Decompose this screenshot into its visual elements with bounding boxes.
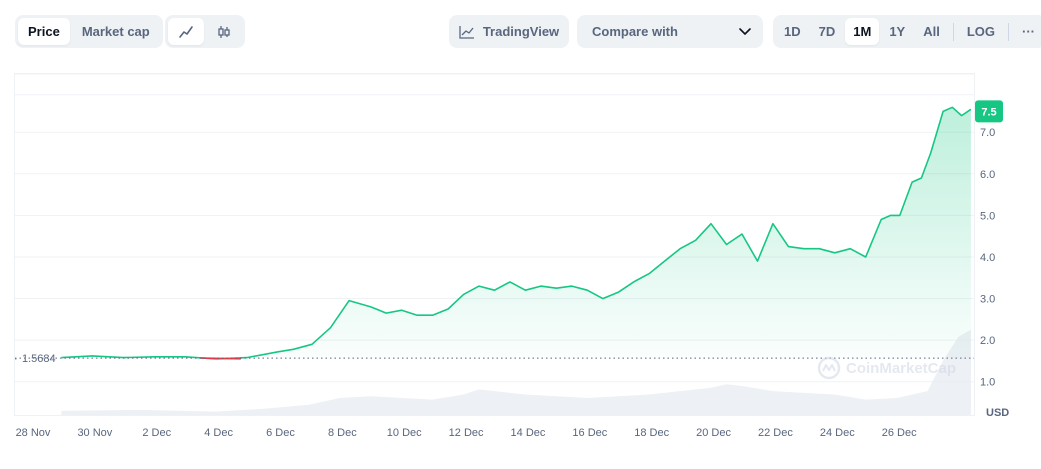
x-tick-label: 20 Dec xyxy=(696,427,731,439)
price-line xyxy=(61,106,972,360)
chart-type-toggle xyxy=(165,15,245,48)
current-price-label: 7.5 xyxy=(981,106,996,118)
current-price-tag: 7.5 xyxy=(975,100,1003,123)
trend-chart-icon xyxy=(459,25,474,39)
x-tick-label: 16 Dec xyxy=(572,427,607,439)
price-line-down-segment xyxy=(200,357,241,360)
range-all[interactable]: All xyxy=(923,24,940,39)
x-tick-label: 8 Dec xyxy=(328,427,357,439)
tradingview-label: TradingView xyxy=(482,24,560,39)
chevron-down-icon xyxy=(739,27,751,35)
y-tick-label: 1.0 xyxy=(980,377,995,389)
x-tick-label: 2 Dec xyxy=(142,427,171,439)
x-tick-label: 26 Dec xyxy=(882,427,917,439)
range-7d[interactable]: 7D xyxy=(818,24,836,39)
x-tick-label: 6 Dec xyxy=(266,427,295,439)
divider xyxy=(952,22,954,41)
tab-market-cap[interactable]: Market cap xyxy=(81,24,150,39)
log-scale-button[interactable]: LOG xyxy=(966,24,996,39)
candlestick-icon xyxy=(218,25,230,38)
price-chart[interactable]: 1.5684 · 1.0 2.0 3.0 4.0 5.0 6.0 7.0 28 Nov 30 … xyxy=(0,60,1041,469)
open-price-label: 1.5684 xyxy=(22,353,56,365)
x-tick-label: 24 Dec xyxy=(820,427,855,439)
range-1m[interactable]: 1M xyxy=(845,18,880,45)
line-chart-button[interactable] xyxy=(168,18,204,45)
x-tick-label: 10 Dec xyxy=(387,427,422,439)
y-tick-label: 4.0 xyxy=(980,252,995,264)
y-tick-label: 2.0 xyxy=(980,335,995,347)
x-tick-label: 14 Dec xyxy=(511,427,546,439)
more-options-button[interactable]: ··· xyxy=(1022,24,1036,39)
x-tick-label: 4 Dec xyxy=(204,427,233,439)
divider xyxy=(1008,22,1010,41)
x-tick-label: 18 Dec xyxy=(634,427,669,439)
tab-price[interactable]: Price xyxy=(18,18,70,45)
y-tick-label: 3.0 xyxy=(980,294,995,306)
price-area xyxy=(61,107,971,359)
watermark: CoinMarketCap xyxy=(817,356,956,380)
y-tick-label: 5.0 xyxy=(980,210,995,222)
x-tick-label: 28 Nov xyxy=(16,427,51,439)
metric-toggle: Price Market cap xyxy=(15,15,163,48)
range-1y[interactable]: 1Y xyxy=(889,24,906,39)
x-tick-label: 22 Dec xyxy=(758,427,793,439)
time-range-toggle: 1D 7D 1M 1Y All LOG ··· xyxy=(773,15,1041,48)
tradingview-button[interactable]: TradingView xyxy=(449,15,569,48)
x-tick-label: 12 Dec xyxy=(449,427,484,439)
open-price-marker: · xyxy=(14,353,18,365)
currency-label: USD xyxy=(986,407,1009,419)
compare-label: Compare with xyxy=(592,24,678,39)
plot-frame xyxy=(14,73,975,416)
y-tick-label: 6.0 xyxy=(980,169,995,181)
x-tick-label: 30 Nov xyxy=(77,427,112,439)
line-chart-icon xyxy=(179,25,193,38)
volume-area xyxy=(61,329,971,415)
range-1d[interactable]: 1D xyxy=(784,24,801,39)
y-tick-label: 7.0 xyxy=(980,127,995,139)
watermark-text: CoinMarketCap xyxy=(846,360,956,377)
compare-dropdown[interactable]: Compare with xyxy=(577,15,763,48)
candlestick-chart-button[interactable] xyxy=(206,18,242,45)
